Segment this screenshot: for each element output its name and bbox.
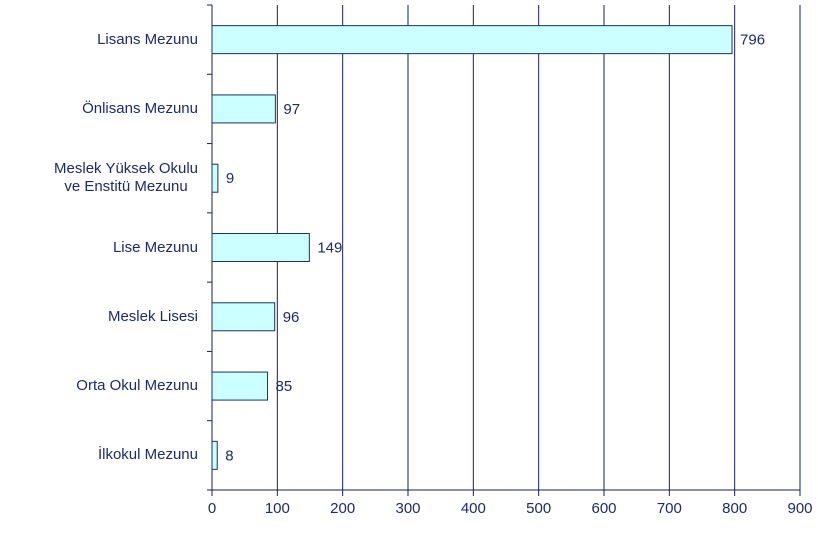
- value-label: 96: [283, 309, 300, 326]
- x-tick-label: 500: [526, 500, 551, 517]
- bar: [211, 371, 269, 401]
- y-tick-label: İlkokul Mezunu: [97, 446, 198, 464]
- x-tick-label: 800: [722, 500, 747, 517]
- y-tick-label: Meslek Yüksek Okulu ve Enstitü Mezunu: [54, 160, 198, 196]
- bar: [211, 302, 276, 332]
- x-tick-label: 100: [265, 500, 290, 517]
- y-tick-label-box: Orta Okul Mezunu: [0, 377, 198, 395]
- x-tick-label: 700: [657, 500, 682, 517]
- bar: [211, 163, 219, 193]
- value-label: 149: [317, 239, 342, 256]
- value-label: 9: [226, 170, 234, 187]
- y-tick-label-box: Önlisans Mezunu: [0, 100, 198, 118]
- y-tick-label: Önlisans Mezunu: [82, 99, 198, 117]
- y-tick-label: Lisans Mezunu: [97, 30, 198, 48]
- x-tick-label: 300: [395, 500, 420, 517]
- value-label: 85: [276, 378, 293, 395]
- x-tick-label: 900: [787, 500, 812, 517]
- y-tick-label-box: Lise Mezunu: [0, 239, 198, 257]
- value-label: 8: [225, 447, 233, 464]
- x-tick-label: 400: [461, 500, 486, 517]
- y-tick-label: Orta Okul Mezunu: [76, 377, 198, 395]
- value-label: 796: [740, 32, 765, 49]
- x-tick-label: 0: [208, 500, 216, 517]
- y-tick-label: Lise Mezunu: [112, 238, 198, 256]
- bar: [211, 233, 310, 262]
- x-tick-label: 600: [591, 500, 616, 517]
- bar: [211, 25, 733, 55]
- y-tick-label-box: Lisans Mezunu: [0, 31, 198, 49]
- bar: [211, 94, 276, 124]
- y-tick-label-box: Meslek Yüksek Okulu ve Enstitü Mezunu: [0, 160, 198, 196]
- x-tick-label: 200: [330, 500, 355, 517]
- y-tick-label-box: Meslek Lisesi: [0, 308, 198, 326]
- y-tick-label: Meslek Lisesi: [107, 307, 198, 325]
- bar: [211, 440, 218, 470]
- value-label: 97: [283, 101, 300, 118]
- y-tick-label-box: İlkokul Mezunu: [0, 446, 198, 464]
